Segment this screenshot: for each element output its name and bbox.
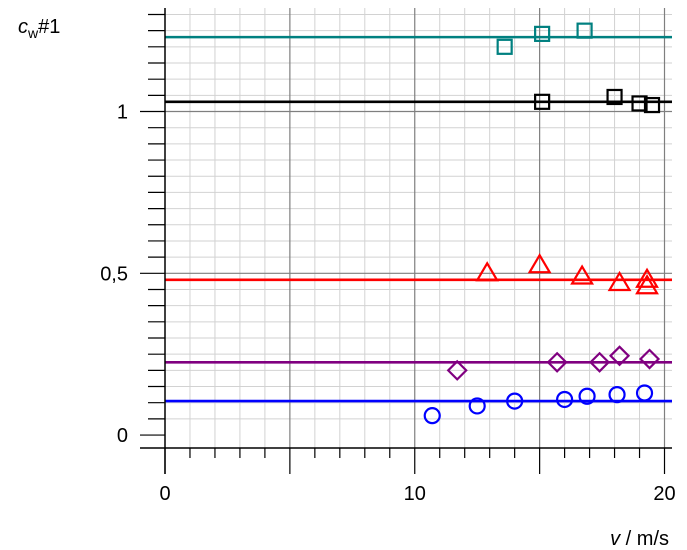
y-tick-label: 1 xyxy=(117,102,128,124)
x-tick-label: 20 xyxy=(653,483,675,505)
data-point-circle xyxy=(556,390,574,409)
data-point-triangle xyxy=(607,270,632,292)
data-point-square xyxy=(496,38,513,55)
y-tick-label: 0,5 xyxy=(100,263,128,285)
data-point-circle xyxy=(506,392,524,410)
data-point-square xyxy=(643,96,661,114)
axis-ticks xyxy=(140,13,666,474)
data-point-triangle xyxy=(635,267,659,288)
data-point-diamond xyxy=(608,345,631,367)
data-point-circle xyxy=(468,397,486,415)
data-point-circle xyxy=(608,386,626,404)
data-point-circle xyxy=(635,384,654,402)
major-grid xyxy=(165,8,672,448)
data-point-square xyxy=(534,93,551,110)
data-point-diamond xyxy=(589,351,611,373)
data-point-circle xyxy=(423,407,441,425)
data-markers xyxy=(423,22,661,425)
x-axis-label: v / m/s xyxy=(610,528,669,550)
data-point-square xyxy=(631,95,648,112)
x-tick-label: 0 xyxy=(159,483,170,505)
data-point-square xyxy=(534,25,551,42)
x-tick-label: 10 xyxy=(404,483,426,505)
minor-grid xyxy=(165,8,672,448)
data-point-triangle xyxy=(527,253,552,274)
y-tick-label: 0 xyxy=(117,425,128,447)
tick-labels: 00,510 10 20 xyxy=(100,102,675,505)
data-point-triangle xyxy=(570,264,595,285)
data-point-triangle xyxy=(635,274,659,295)
data-point-square xyxy=(576,22,593,39)
data-point-diamond xyxy=(638,348,661,370)
data-point-diamond xyxy=(546,351,568,373)
data-point-square xyxy=(606,88,623,106)
y-axis-label: cw#1 xyxy=(18,16,60,41)
fit-lines xyxy=(165,35,672,403)
data-point-triangle xyxy=(475,261,500,282)
data-point-circle xyxy=(578,387,596,405)
data-point-diamond xyxy=(446,359,468,381)
